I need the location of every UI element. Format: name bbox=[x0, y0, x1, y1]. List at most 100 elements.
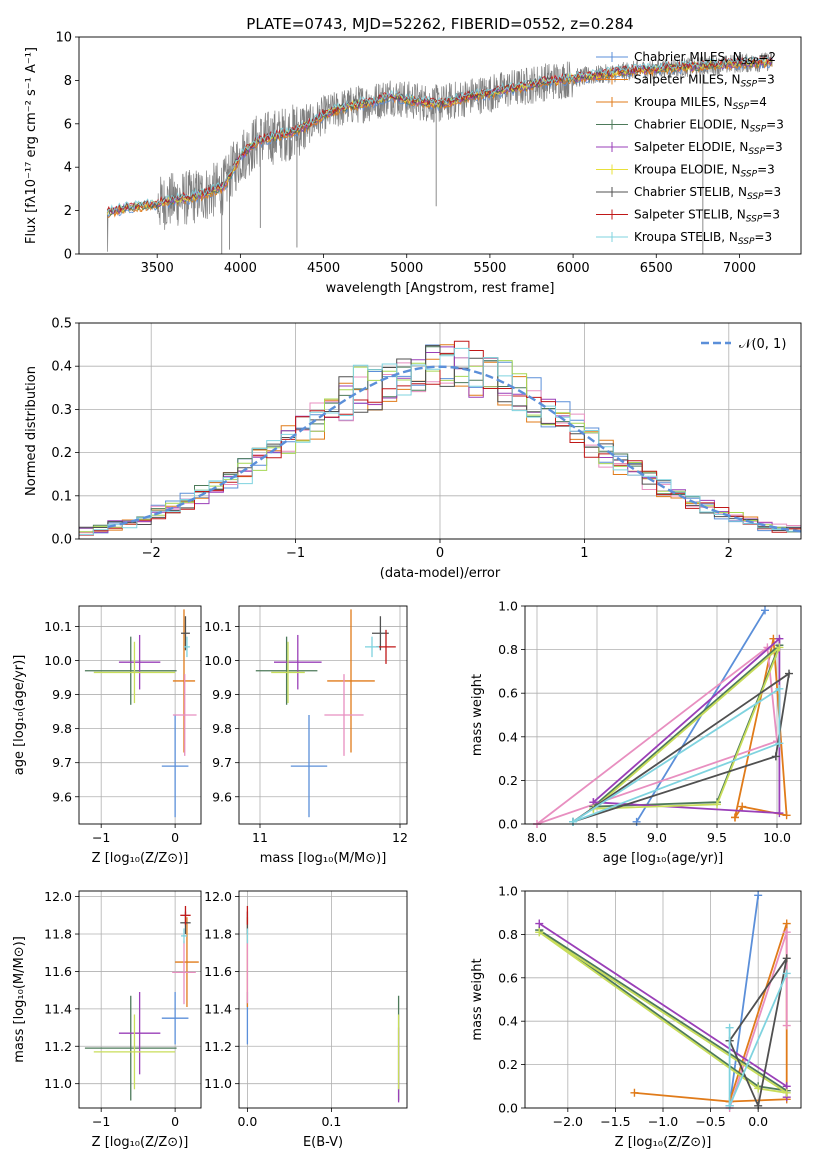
spectrum-xtick-label: 6500 bbox=[640, 261, 673, 276]
mass_vs_Z-ytick-label: 12.0 bbox=[44, 889, 72, 904]
weight_vs_age-weight-marker bbox=[775, 809, 784, 818]
mass_vs_Z-ytick-label: 11.0 bbox=[44, 1076, 72, 1091]
spectrum-model-line bbox=[106, 58, 773, 217]
mass_vs_EBV-ytick-label: 11.8 bbox=[204, 927, 232, 942]
residuals-xtick-label: −2 bbox=[142, 546, 161, 561]
mass_vs_EBV-xlabel: E(B-V) bbox=[303, 1135, 343, 1150]
age_vs_Z-errorbar-point bbox=[93, 641, 176, 704]
age_vs_mass-xlabel: mass [log₁₀(M/M⊙)] bbox=[260, 851, 387, 866]
spectrum-ytick-label: 10 bbox=[55, 31, 72, 46]
age_vs_Z-xlabel: Z [log₁₀(Z/Z⊙)] bbox=[92, 851, 189, 866]
residuals-ytick-label: 0.4 bbox=[51, 360, 72, 375]
spectrum-frame bbox=[78, 36, 802, 255]
spectrum-legend-label: Kroupa MILES, NSSP=4 bbox=[634, 95, 767, 112]
spectrum-legend-label: Chabrier MILES, NSSP=2 bbox=[634, 50, 776, 67]
mass_vs_Z-ytick-label: 11.2 bbox=[44, 1039, 72, 1054]
age_vs_mass-ytick-label: 10.0 bbox=[204, 653, 232, 668]
weight_vs_age-ytick-label: 0.6 bbox=[498, 686, 518, 701]
residuals-xtick-label: 2 bbox=[725, 546, 733, 561]
spectrum-legend-label: Kroupa STELIB, NSSP=3 bbox=[634, 230, 772, 247]
weight_vs_age-weight-marker bbox=[738, 802, 747, 811]
age_vs_Z-ytick-label: 9.6 bbox=[52, 789, 72, 804]
age_vs_Z-errorbar-point bbox=[161, 715, 189, 818]
weight_vs_age-ytick-label: 0.8 bbox=[498, 642, 518, 657]
weight_vs_age-ytick-label: 0.0 bbox=[498, 817, 518, 832]
residuals-ytick-label: 0.2 bbox=[51, 446, 72, 461]
spectrum-ylabel: Flux [fλ10⁻¹⁷ erg cm⁻² s⁻¹ A⁻¹] bbox=[24, 47, 39, 244]
spectrum-xlabel: wavelength [Angstrom, rest frame] bbox=[326, 281, 555, 296]
age_vs_Z-errorbar-point bbox=[84, 636, 177, 705]
mass_vs_Z-errorbar-point bbox=[175, 917, 199, 1007]
weight_vs_Z-weight-marker bbox=[535, 928, 544, 937]
spectrum-legend-label: Kroupa ELODIE, NSSP=3 bbox=[634, 163, 775, 180]
residuals-ytick-label: 0.0 bbox=[51, 533, 72, 548]
weight_vs_age-ytick-label: 0.2 bbox=[498, 773, 518, 788]
weight_vs_Z-ytick-label: 0.8 bbox=[498, 927, 518, 942]
weight_vs_Z-weight-marker bbox=[782, 1021, 791, 1030]
spectrum-axes: 3500 4000 4500 5000 5500 6000 6500 7000 0 2 4 6 8 10 bbox=[55, 31, 756, 277]
weight_vs_Z-weight-marker bbox=[535, 919, 544, 928]
spectrum-xtick-label: 5000 bbox=[390, 261, 423, 276]
age_vs_mass-ytick-label: 9.6 bbox=[212, 789, 232, 804]
weight_vs_age-weight-marker bbox=[775, 643, 784, 652]
weight_vs_age-ytick-label: 0.4 bbox=[498, 729, 518, 744]
residuals-xtick-label: −1 bbox=[286, 546, 305, 561]
residuals-ytick-label: 0.3 bbox=[51, 403, 72, 418]
weight_vs_Z-ytick-label: 1.0 bbox=[498, 884, 518, 899]
weight_vs_Z-weight-marker bbox=[782, 919, 791, 928]
weight_vs_Z-xlabel: Z [log₁₀(Z/Z⊙)] bbox=[615, 1135, 712, 1150]
residuals-ylabel: Normed distribution bbox=[24, 366, 39, 496]
mass_vs_Z-axes: −1 0 11.0 11.2 11.4 11.6 11.8 12.0 bbox=[44, 889, 201, 1129]
residuals-frame bbox=[78, 322, 802, 540]
mass_vs_EBV-ytick-label: 11.0 bbox=[204, 1076, 232, 1091]
age_vs_Z-errorbar-point bbox=[172, 609, 196, 753]
figure-title: PLATE=0743, MJD=52262, FIBERID=0552, z=0… bbox=[246, 15, 633, 33]
weight_vs_age-weight-line bbox=[572, 687, 781, 823]
mass_vs_Z-frame bbox=[78, 890, 202, 1109]
age_vs_mass-ytick-label: 9.7 bbox=[212, 755, 232, 770]
weight_vs_Z-weight-marker bbox=[782, 969, 791, 978]
weight_vs_Z-weight-marker bbox=[782, 954, 791, 963]
spectrum-xtick-label: 6000 bbox=[557, 261, 590, 276]
age_vs_Z-ytick-label: 9.7 bbox=[52, 755, 72, 770]
mass_vs_EBV-xtick-label: 0.0 bbox=[237, 1114, 257, 1129]
weight_vs_Z-ytick-label: 0.0 bbox=[498, 1101, 518, 1116]
weight_vs_age-xlabel: age [log₁₀(age/yr)] bbox=[603, 851, 724, 866]
spectrum-ytick-label: 0 bbox=[64, 248, 72, 263]
age_vs_mass-errorbar-point bbox=[365, 636, 379, 658]
age_vs_Z-frame bbox=[78, 605, 202, 825]
mass_vs_Z-ytick-label: 11.4 bbox=[44, 1001, 72, 1016]
weight_vs_Z-xtick-label: −0.5 bbox=[695, 1114, 725, 1129]
weight_vs_Z-xtick-label: −1.5 bbox=[600, 1114, 630, 1129]
mass_vs_Z-errorbar-point bbox=[172, 940, 196, 1005]
mass_vs_Z-ytick-label: 11.8 bbox=[44, 927, 72, 942]
mass_vs_Z-xtick-label: 0 bbox=[171, 1114, 179, 1129]
age_vs_Z-errorbar-point bbox=[118, 634, 161, 690]
weight_vs_age-weight-marker bbox=[775, 684, 784, 693]
spectrum-ytick-label: 8 bbox=[64, 74, 72, 89]
weight_vs_age-weight-marker bbox=[713, 800, 721, 809]
residuals-xtick-label: 0 bbox=[436, 546, 444, 561]
weight_vs_age-weight-marker bbox=[775, 739, 784, 748]
weight_vs_age-weight-marker bbox=[632, 817, 641, 826]
weight_vs_age-xtick-label: 8.0 bbox=[527, 830, 547, 845]
age_vs_mass-xtick-label: 12 bbox=[392, 830, 408, 845]
age_vs_mass-ytick-label: 9.9 bbox=[212, 687, 232, 702]
spectrum-model-line bbox=[106, 54, 773, 214]
weight_vs_age-frame bbox=[524, 605, 802, 825]
age_vs_mass-errorbar-point bbox=[290, 715, 328, 818]
weight_vs_Z-frame bbox=[524, 890, 802, 1109]
mass_vs_Z-xtick-label: −1 bbox=[92, 1114, 110, 1129]
age_vs_Z-ytick-label: 9.8 bbox=[52, 721, 72, 736]
mass_vs_Z-errorbar-point bbox=[84, 995, 177, 1101]
residuals-ytick-label: 0.1 bbox=[51, 489, 72, 504]
weight_vs_age-ytick-label: 1.0 bbox=[498, 599, 518, 614]
weight_vs_age-weight-marker bbox=[771, 752, 780, 761]
weight_vs_Z-ytick-label: 0.4 bbox=[498, 1014, 518, 1029]
weight_vs_Z-xtick-label: −1.0 bbox=[648, 1114, 678, 1129]
mass_vs_EBV-xtick-label: 0.1 bbox=[321, 1114, 341, 1129]
weight_vs_Z-weight-line bbox=[538, 929, 788, 1092]
spectrum-legend: Chabrier MILES, NSSP=2 Salpeter MILES, NS… bbox=[596, 50, 784, 247]
weight_vs_age-weight-marker bbox=[785, 669, 793, 678]
